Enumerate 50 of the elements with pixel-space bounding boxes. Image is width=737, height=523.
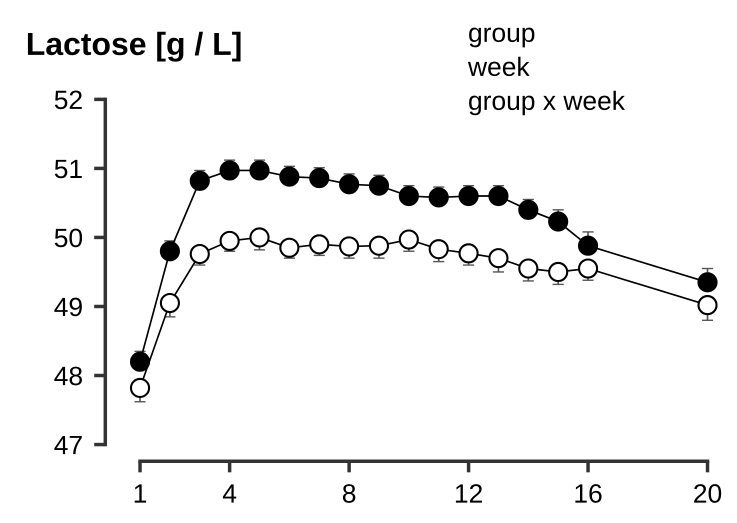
point xyxy=(428,239,449,260)
point xyxy=(190,170,210,191)
point xyxy=(578,258,598,279)
point xyxy=(548,262,568,282)
point xyxy=(339,174,360,194)
point xyxy=(548,211,568,232)
annotation: group x week xyxy=(469,90,625,116)
point xyxy=(249,227,270,248)
point xyxy=(458,186,479,206)
point xyxy=(130,352,150,372)
point xyxy=(279,238,300,258)
point xyxy=(220,160,240,181)
x-tick-label: 20 xyxy=(694,484,722,503)
y-tick-label: 47 xyxy=(54,436,82,454)
y-tick-label: 51 xyxy=(54,160,82,178)
text: group xyxy=(469,28,534,48)
point xyxy=(130,378,150,398)
point xyxy=(249,160,270,181)
x-tick-label: 12 xyxy=(456,484,482,503)
point xyxy=(458,243,479,264)
point xyxy=(488,248,509,268)
point xyxy=(160,292,180,314)
chart-title: Lactose [g / L] xyxy=(28,32,241,62)
point xyxy=(339,236,360,256)
point xyxy=(578,236,598,256)
x-tick-label: 8 xyxy=(342,484,356,503)
y-tick-label: 50 xyxy=(54,228,82,248)
point xyxy=(697,272,718,292)
point xyxy=(279,166,300,187)
x-tick-label: 1 xyxy=(134,484,146,503)
point xyxy=(398,229,419,250)
point xyxy=(309,168,330,188)
point xyxy=(398,186,419,206)
point xyxy=(697,295,718,316)
point xyxy=(518,200,538,220)
x-tick-label: 4 xyxy=(222,484,236,503)
y-tick-label: 48 xyxy=(54,366,82,386)
point xyxy=(368,176,390,196)
point xyxy=(220,230,240,251)
point xyxy=(518,258,538,279)
y-tick-label: 49 xyxy=(54,298,82,316)
point xyxy=(368,236,390,256)
point xyxy=(160,241,180,262)
point xyxy=(190,244,210,264)
point xyxy=(428,187,449,208)
text: week xyxy=(468,56,530,76)
point xyxy=(488,186,509,206)
y-tick-label: 52 xyxy=(54,90,82,110)
x-tick-label: 16 xyxy=(575,484,602,503)
point xyxy=(309,234,330,254)
